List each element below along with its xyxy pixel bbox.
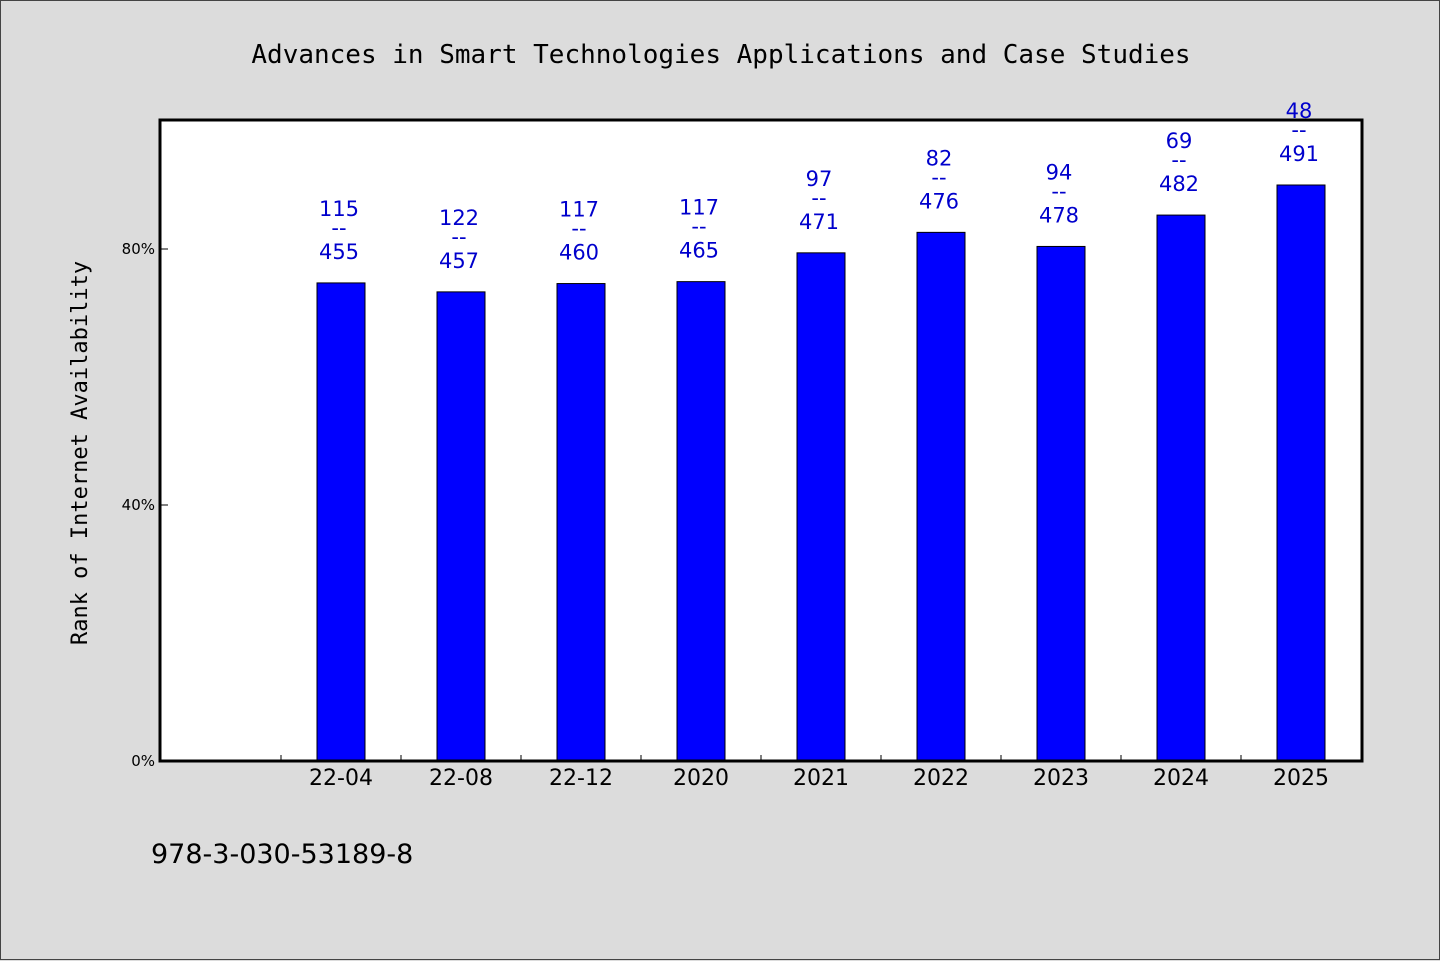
data-label-bottom: 476 <box>919 189 959 213</box>
data-label-separator: -- <box>931 165 946 189</box>
data-label-top: 117 <box>559 198 599 222</box>
data-label-bottom: 460 <box>559 241 599 265</box>
x-tick-label: 2020 <box>673 766 729 791</box>
y-axis-ticks: 0% 40% 80% <box>122 240 168 770</box>
bar <box>676 281 726 762</box>
bar <box>916 231 966 762</box>
data-label-separator: -- <box>1171 148 1186 172</box>
x-tick-label: 2021 <box>793 766 849 791</box>
bar <box>1156 214 1206 762</box>
data-label-top: 69 <box>1166 129 1193 153</box>
data-label-bottom: 491 <box>1279 142 1319 166</box>
x-tick-label: 2022 <box>913 766 969 791</box>
bar <box>796 252 846 762</box>
bar <box>316 282 366 762</box>
bars <box>316 184 1326 762</box>
data-label-bottom: 478 <box>1039 203 1079 227</box>
y-tick-label: 40% <box>122 496 155 514</box>
data-label-top: 82 <box>926 146 953 170</box>
data-label-separator: -- <box>331 216 346 240</box>
bar <box>1036 245 1086 762</box>
data-labels: 115--455122--457117--460117--46597--4718… <box>319 99 1319 273</box>
data-label-separator: -- <box>1291 118 1306 142</box>
x-tick-label: 22-12 <box>549 766 613 791</box>
y-tick-label: 0% <box>131 752 155 770</box>
data-label-separator: -- <box>1051 179 1066 203</box>
x-tick-label: 2023 <box>1033 766 1089 791</box>
x-tick-label: 2025 <box>1273 766 1329 791</box>
bar <box>1276 184 1326 762</box>
chart-title: Advances in Smart Technologies Applicati… <box>251 40 1190 70</box>
data-label-top: 94 <box>1046 160 1073 184</box>
data-label-separator: -- <box>691 215 706 239</box>
x-axis-ticks: 22-04 22-08 22-12 2020 2021 2022 2023 2024 2025 <box>280 755 1329 791</box>
isbn-footer: 978-3-030-53189-8 <box>151 839 413 870</box>
data-label-bottom: 482 <box>1159 172 1199 196</box>
bar <box>436 291 486 762</box>
data-label-bottom: 471 <box>799 210 839 234</box>
data-label-bottom: 457 <box>439 249 479 273</box>
data-label-top: 115 <box>319 197 359 221</box>
data-label-top: 117 <box>679 196 719 220</box>
y-axis-label: Rank of Internet Availability <box>68 261 93 645</box>
y-tick-label: 80% <box>122 240 155 258</box>
data-label-separator: -- <box>811 186 826 210</box>
data-label-bottom: 465 <box>679 239 719 263</box>
bar <box>556 283 606 762</box>
data-label-top: 97 <box>806 167 833 191</box>
data-label-separator: -- <box>571 217 586 241</box>
data-label-bottom: 455 <box>319 240 359 264</box>
data-label-top: 122 <box>439 206 479 230</box>
x-tick-label: 2024 <box>1153 766 1209 791</box>
x-tick-label: 22-08 <box>429 766 493 791</box>
data-label-separator: -- <box>451 225 466 249</box>
x-tick-label: 22-04 <box>309 766 373 791</box>
plot-border <box>158 118 1364 763</box>
